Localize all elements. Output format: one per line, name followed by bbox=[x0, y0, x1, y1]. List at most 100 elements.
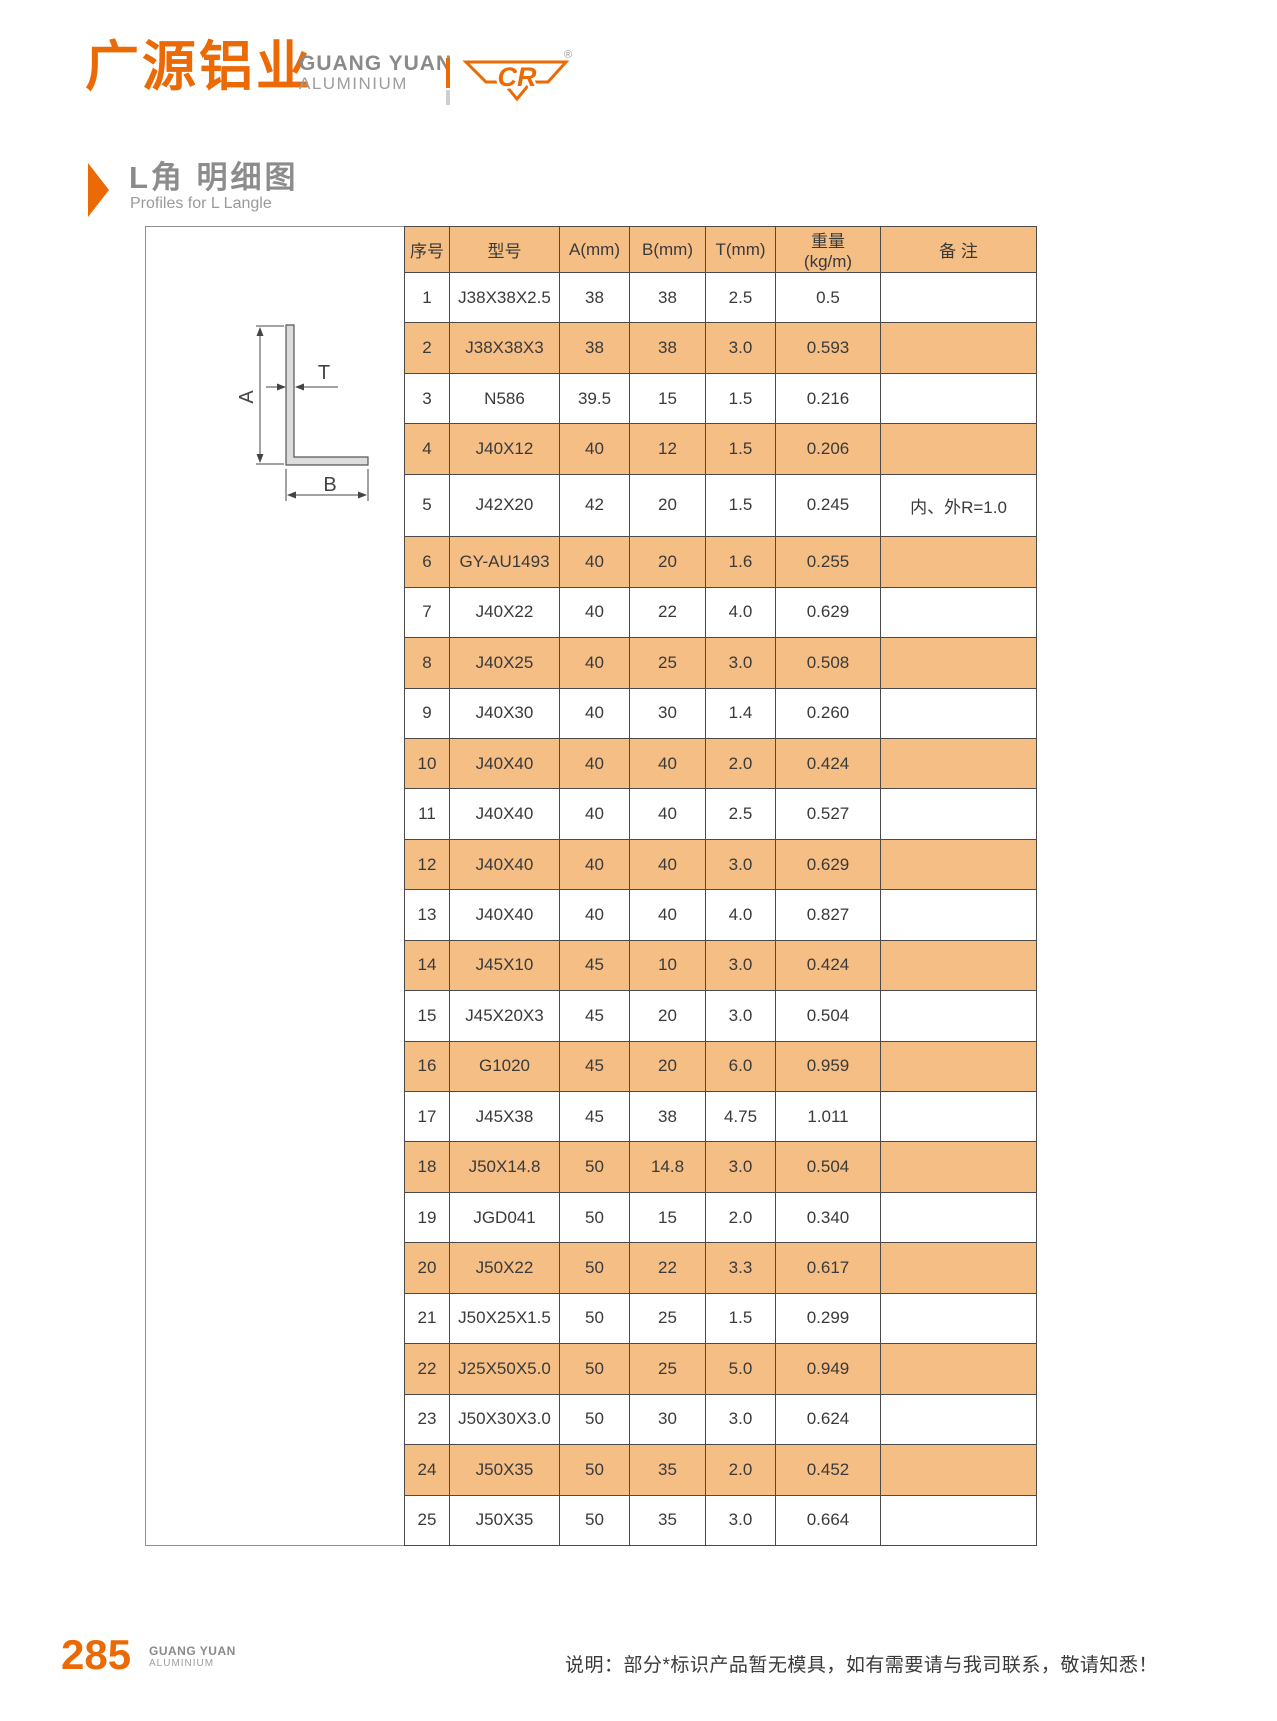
table-cell: 38 bbox=[559, 322, 630, 374]
table-cell: 3.0 bbox=[705, 1494, 776, 1546]
table-cell: 0.504 bbox=[775, 990, 881, 1042]
table-cell: J40X25 bbox=[449, 637, 560, 689]
table-row: 17 J45X38 45 38 4.75 1.011 bbox=[404, 1090, 1037, 1143]
table-cell: G1020 bbox=[449, 1040, 560, 1093]
table-cell: GY-AU1493 bbox=[449, 536, 560, 588]
table-row: 9 J40X30 40 30 1.4 0.260 bbox=[404, 687, 1037, 739]
table-cell bbox=[880, 322, 1037, 374]
table-cell: 22 bbox=[629, 586, 706, 639]
table-cell bbox=[880, 838, 1037, 891]
table-cell: 0.424 bbox=[775, 737, 881, 790]
table-cell: 45 bbox=[559, 1090, 630, 1143]
table-cell: 15 bbox=[629, 1191, 706, 1244]
table-cell bbox=[880, 687, 1037, 739]
table-cell: 3.0 bbox=[705, 939, 776, 992]
table-cell: 1.4 bbox=[705, 687, 776, 739]
table-cell bbox=[880, 990, 1037, 1042]
table-cell: 3.0 bbox=[705, 322, 776, 374]
table-row: 8 J40X25 40 25 3.0 0.508 bbox=[404, 637, 1037, 689]
table-row: 6 GY-AU1493 40 20 1.6 0.255 bbox=[404, 536, 1037, 588]
table-cell: 40 bbox=[559, 423, 630, 475]
table-row: 2 J38X38X3 38 38 3.0 0.593 bbox=[404, 322, 1037, 374]
table-cell: 20 bbox=[629, 536, 706, 588]
table-row: 23 J50X30X3.0 50 30 3.0 0.624 bbox=[404, 1393, 1037, 1446]
brand-industry-text: ALUMINIUM bbox=[299, 74, 408, 94]
table-row: 10 J40X40 40 40 2.0 0.424 bbox=[404, 737, 1037, 790]
table-cell: 2 bbox=[404, 322, 450, 374]
table-cell: 20 bbox=[629, 473, 706, 538]
table-cell: 1.5 bbox=[705, 423, 776, 475]
dim-label-a: A bbox=[236, 390, 258, 404]
table-cell: 50 bbox=[559, 1242, 630, 1294]
table-cell: 2.5 bbox=[705, 788, 776, 840]
table-cell: 0.260 bbox=[775, 687, 881, 739]
table-cell: 4 bbox=[404, 423, 450, 475]
table-row: 24 J50X35 50 35 2.0 0.452 bbox=[404, 1444, 1037, 1496]
table-cell: 50 bbox=[559, 1494, 630, 1546]
table-cell: 23 bbox=[404, 1393, 450, 1446]
table-cell: 40 bbox=[559, 536, 630, 588]
table-cell: 1.5 bbox=[705, 473, 776, 538]
table-cell: 39.5 bbox=[559, 372, 630, 425]
table-cell: J42X20 bbox=[449, 473, 560, 538]
table-cell: 12 bbox=[629, 423, 706, 475]
table-cell: 0.959 bbox=[775, 1040, 881, 1093]
table-cell: 21 bbox=[404, 1292, 450, 1345]
table-cell bbox=[880, 1444, 1037, 1496]
table-cell: 40 bbox=[559, 889, 630, 941]
table-row: 5 J42X20 42 20 1.5 0.245 内、外R=1.0 bbox=[404, 473, 1037, 538]
table-cell: 14 bbox=[404, 939, 450, 992]
table-cell: J50X25X1.5 bbox=[449, 1292, 560, 1345]
table-row: 11 J40X40 40 40 2.5 0.527 bbox=[404, 788, 1037, 840]
l-profile-shape bbox=[285, 324, 369, 466]
table-row: 19 JGD041 50 15 2.0 0.340 bbox=[404, 1191, 1037, 1244]
table-cell: 0.593 bbox=[775, 322, 881, 374]
table-cell: J50X22 bbox=[449, 1242, 560, 1294]
table-cell: 0.629 bbox=[775, 586, 881, 639]
table-cell: 4.0 bbox=[705, 889, 776, 941]
table-cell: 22 bbox=[629, 1242, 706, 1294]
table-cell: J40X22 bbox=[449, 586, 560, 639]
registered-mark-icon: ® bbox=[564, 49, 572, 61]
table-cell: 40 bbox=[559, 788, 630, 840]
table-cell: J50X35 bbox=[449, 1494, 560, 1546]
table-row: 21 J50X25X1.5 50 25 1.5 0.299 bbox=[404, 1292, 1037, 1345]
table-cell: 1 bbox=[404, 271, 450, 324]
table-cell bbox=[880, 939, 1037, 992]
table-cell: 6.0 bbox=[705, 1040, 776, 1093]
column-header: 重量 (kg/m) bbox=[775, 226, 881, 273]
page-title: L角 明细图 bbox=[129, 160, 299, 195]
table-row: 1 J38X38X2.5 38 38 2.5 0.5 bbox=[404, 271, 1037, 324]
table-cell: 0.508 bbox=[775, 637, 881, 689]
table-cell bbox=[880, 1292, 1037, 1345]
table-cell: 40 bbox=[629, 788, 706, 840]
table-cell: 2.0 bbox=[705, 737, 776, 790]
table-cell bbox=[880, 788, 1037, 840]
table-cell: 0.527 bbox=[775, 788, 881, 840]
dim-label-t: T bbox=[318, 362, 330, 384]
table-cell: 0.452 bbox=[775, 1444, 881, 1496]
l-profile-diagram: A T B bbox=[236, 324, 369, 501]
table-cell: 10 bbox=[629, 939, 706, 992]
logo-divider bbox=[446, 58, 450, 105]
table-cell bbox=[880, 1040, 1037, 1093]
table-cell: J40X12 bbox=[449, 423, 560, 475]
table-row: 13 J40X40 40 40 4.0 0.827 bbox=[404, 889, 1037, 941]
table-cell bbox=[880, 1343, 1037, 1395]
table-row: 14 J45X10 45 10 3.0 0.424 bbox=[404, 939, 1037, 992]
table-cell: J50X30X3.0 bbox=[449, 1393, 560, 1446]
table-body: 1 J38X38X2.5 38 38 2.5 0.5 2 J38X38X3 38 38 3.0 0.5… bbox=[404, 271, 1037, 1546]
table-cell: J40X40 bbox=[449, 838, 560, 891]
table-cell bbox=[880, 372, 1037, 425]
table-cell: 0.216 bbox=[775, 372, 881, 425]
table-cell: 12 bbox=[404, 838, 450, 891]
table-cell: J25X50X5.0 bbox=[449, 1343, 560, 1395]
table-cell: 40 bbox=[559, 687, 630, 739]
table-cell: 2.5 bbox=[705, 271, 776, 324]
table-cell: JGD041 bbox=[449, 1191, 560, 1244]
column-header: T(mm) bbox=[705, 226, 776, 273]
table-cell: J40X40 bbox=[449, 788, 560, 840]
table-cell: 38 bbox=[559, 271, 630, 324]
table-cell: 1.6 bbox=[705, 536, 776, 588]
table-cell: 38 bbox=[629, 1090, 706, 1143]
